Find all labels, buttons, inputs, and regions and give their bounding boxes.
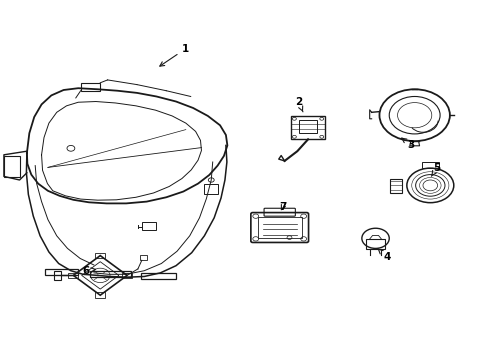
Bar xyxy=(299,120,316,133)
Bar xyxy=(421,162,438,168)
Bar xyxy=(4,156,20,177)
Bar xyxy=(140,255,146,260)
Bar xyxy=(204,184,218,194)
Text: 1: 1 xyxy=(160,44,189,66)
Text: 2: 2 xyxy=(294,96,303,112)
Bar xyxy=(257,217,301,238)
Bar xyxy=(365,239,385,249)
Text: 6: 6 xyxy=(82,266,96,276)
Text: 4: 4 xyxy=(378,249,390,262)
Bar xyxy=(54,271,61,280)
Text: 3: 3 xyxy=(401,138,413,150)
Bar xyxy=(95,253,105,258)
Bar xyxy=(142,222,156,230)
Bar xyxy=(122,273,132,278)
Bar xyxy=(389,179,402,193)
Bar xyxy=(290,116,325,139)
Bar xyxy=(95,292,105,298)
Text: 7: 7 xyxy=(278,202,286,212)
Bar xyxy=(68,273,78,278)
Text: 5: 5 xyxy=(430,163,439,176)
